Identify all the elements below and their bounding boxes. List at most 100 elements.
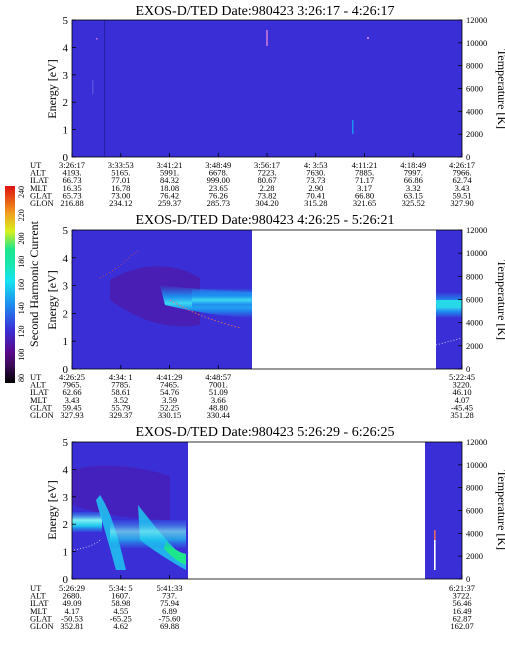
panel-3-table-cell: -50.53 xyxy=(61,613,83,623)
panel-1-table-cell: 16.35 xyxy=(62,183,81,193)
panel-3-y2tick-label: 12000 xyxy=(466,437,487,447)
panel-3-table-cell: 2680. xyxy=(62,591,81,601)
panel-1-row-label: MLT xyxy=(30,183,48,193)
panel-1-table-cell: 7997. xyxy=(404,168,423,178)
panel-2-table-cell: 51.09 xyxy=(209,387,228,397)
panel-3-ytick-label: 2 xyxy=(63,519,69,531)
panel-3-row-label: GLAT xyxy=(30,613,53,623)
panel-1-table-cell: 66.86 xyxy=(404,175,423,185)
colorbar-tick-label: 160 xyxy=(17,279,26,291)
panel-2-table-cell: 329.37 xyxy=(109,410,132,420)
panel-2-table-cell: 3.59 xyxy=(162,395,177,405)
colorbar-tick-label: 220 xyxy=(17,209,26,221)
panel-2-table-cell: 62.66 xyxy=(62,387,81,397)
panel-3-features xyxy=(72,442,462,579)
panel-3-table-cell: 62.87 xyxy=(452,613,471,623)
panel-3-row-label: ALT xyxy=(30,591,47,601)
panel-1-speck xyxy=(96,38,98,40)
panel-1-table-cell: 66.73 xyxy=(62,175,81,185)
panel-1-ylabel: Energy [eV] xyxy=(45,59,59,118)
colorbar-scale xyxy=(5,186,15,383)
panel-1-table-cell: 73.82 xyxy=(257,190,276,200)
panel-3-data-block-end xyxy=(425,442,462,579)
panel-3-row-label: UT xyxy=(30,583,42,593)
panel-1-table-cell: 76.26 xyxy=(209,190,228,200)
panel-1-table-cell: 7223. xyxy=(257,168,276,178)
panel-1-y2tick-label: 6000 xyxy=(466,84,483,94)
panel-1-table-cell: 59.51 xyxy=(452,190,471,200)
panel-1-table-cell: 3.17 xyxy=(357,183,372,193)
panel-3-ytick-label: 3 xyxy=(63,492,69,504)
panel-1-table-cell: 2.28 xyxy=(260,183,275,193)
panel-3-y-axis: 0 1 2 3 4 5 xyxy=(63,437,76,586)
panel-3-y2tick-label: 2000 xyxy=(466,551,483,561)
panel-1-y2tick-label: 12000 xyxy=(466,15,487,25)
panel-1-table-cell: 4:18:49 xyxy=(400,160,426,170)
panel-2-y2tick-label: 0 xyxy=(466,364,470,374)
panel-2-hot-region xyxy=(110,266,200,327)
panel-1-table-cell: 63.15 xyxy=(404,190,423,200)
panel-3-table-cell: 4.55 xyxy=(113,606,128,616)
panel-3-y2tick-label: 4000 xyxy=(466,528,483,538)
panel-1-table-cell: 3:56:17 xyxy=(254,160,280,170)
panel-3-row-label: GLON xyxy=(30,621,54,631)
panel-3-y2-axis: 0 2000 4000 6000 8000 10000 12000 xyxy=(458,437,487,584)
panel-1-table-cell: 66.80 xyxy=(355,190,374,200)
panel-3-hot-region xyxy=(72,465,170,520)
colorbar-tick-label: 140 xyxy=(17,302,26,314)
panel-1-ytick-label: 2 xyxy=(63,97,69,109)
panel-2-table-cell: 3.66 xyxy=(211,395,226,405)
panel-1-table-cell: 7966. xyxy=(452,168,471,178)
panel-1-table-cell: 71.17 xyxy=(355,175,374,185)
panel-1-table-cell: 3.32 xyxy=(406,183,421,193)
panel-2-y2label: Temperature [K] xyxy=(495,260,505,340)
panel-1-table-cell: 16.78 xyxy=(111,183,130,193)
panel-3-table-cell: 4.17 xyxy=(65,606,80,616)
panel-1-table-cell: 7630. xyxy=(306,168,325,178)
panel-3-table-cell: 6.89 xyxy=(162,606,177,616)
panel-3: EXOS-D/TED Date:980423 5:26:29 - 6:26:25… xyxy=(30,425,505,631)
panel-1-table-cell: 62.74 xyxy=(452,175,472,185)
panel-2-y-axis: 0 1 2 3 4 5 xyxy=(63,225,76,376)
panel-1-table-cell: 315.28 xyxy=(304,198,327,208)
panel-2-table-cell: 7001. xyxy=(209,380,228,390)
panel-3-ylabel: Energy [eV] xyxy=(45,480,59,539)
panel-2-y2tick-label: 4000 xyxy=(466,318,483,328)
panel-1-y2label: Temperature [K] xyxy=(495,49,505,129)
panel-1-y2tick-label: 2000 xyxy=(466,129,483,139)
panel-3-band xyxy=(72,512,102,532)
panel-1-table-cell: 70.41 xyxy=(306,190,325,200)
panel-2-title: EXOS-D/TED Date:980423 4:26:25 - 5:26:21 xyxy=(136,213,395,228)
colorbar-label: Second Harmonic Current xyxy=(27,220,41,347)
panel-2-y2tick-label: 8000 xyxy=(466,271,483,281)
panel-1-row-label: UT xyxy=(30,160,42,170)
colorbar: 80 100 120 140 160 180 200 220 240 Second Harmon… xyxy=(5,186,41,383)
panel-3-table-cell: 56.46 xyxy=(452,598,471,608)
panel-3-table-cell: 352.81 xyxy=(60,621,83,631)
panel-2: EXOS-D/TED Date:980423 4:26:25 - 5:26:21… xyxy=(30,213,505,420)
panel-1-table-cell: 7885. xyxy=(355,168,374,178)
panel-1: EXOS-D/TED Date:980423 3:26:17 - 4:26:17… xyxy=(30,4,505,208)
panel-3-table-cell: 16.49 xyxy=(452,606,471,616)
panel-2-y2tick-label: 2000 xyxy=(466,341,483,351)
panel-3-table-cell: 75.94 xyxy=(160,598,180,608)
panel-2-row-label: GLAT xyxy=(30,402,53,412)
panel-1-table-cell: 5991. xyxy=(160,168,179,178)
panel-2-table-cell: 5:22:45 xyxy=(449,372,475,382)
colorbar-tick-label: 100 xyxy=(17,349,26,361)
panel-3-row-label: MLT xyxy=(30,606,48,616)
panel-1-row-label: GLAT xyxy=(30,190,53,200)
panel-2-ytick-label: 3 xyxy=(63,281,69,293)
panel-1-table-cell: 65.73 xyxy=(62,190,81,200)
panel-1-table-cell: 3:26:17 xyxy=(59,160,85,170)
panel-1-table-cell: 4:11:21 xyxy=(352,160,378,170)
panel-1-y2tick-label: 4000 xyxy=(466,106,483,116)
panel-1-row-label: ILAT xyxy=(30,175,49,185)
panel-3-table-cell: -65.25 xyxy=(110,613,132,623)
panel-2-table-cell: 3.43 xyxy=(65,395,80,405)
panel-3-table-cell: 162.07 xyxy=(450,621,473,631)
panel-2-table-cell: 55.79 xyxy=(111,402,130,412)
panel-1-y2tick-label: 8000 xyxy=(466,61,483,71)
panel-2-table-cell: -45.45 xyxy=(451,402,473,412)
